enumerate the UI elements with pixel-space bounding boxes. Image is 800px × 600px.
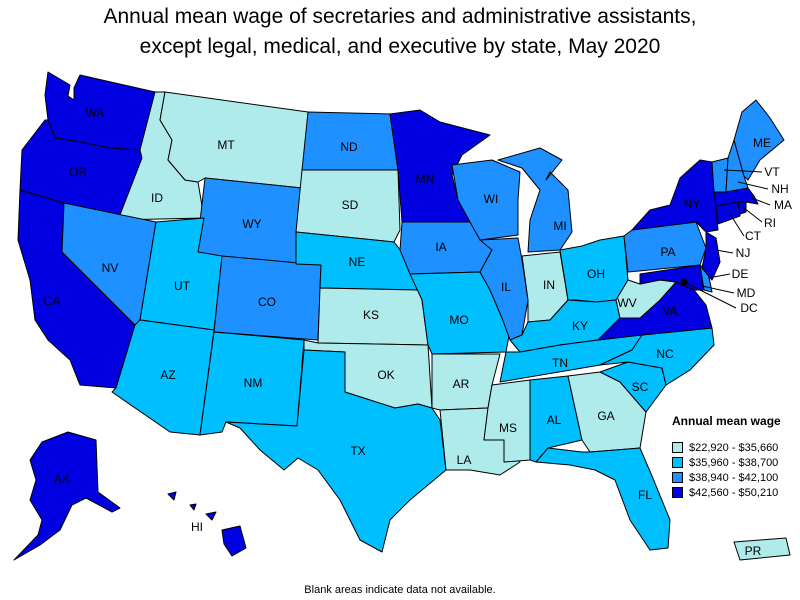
state-MI[interactable] [497,147,573,253]
label-NE: NE [349,255,366,269]
legend-item-4: $42,560 - $50,210 [672,485,781,500]
legend-swatch-3 [672,472,683,483]
state-NH[interactable] [725,139,749,193]
legend-label-4: $42,560 - $50,210 [689,486,779,499]
label-NH: NH [771,182,788,196]
territory-PR[interactable] [733,537,791,561]
label-NV: NV [102,261,119,275]
map-title: Annual mean wage of secretaries and admi… [0,2,800,62]
title-line-1: Annual mean wage of secretaries and admi… [103,5,697,28]
label-CO: CO [258,295,276,309]
legend-item-2: $35,960 - $38,700 [672,455,781,470]
label-AZ: AZ [160,368,175,382]
label-RI: RI [764,216,776,230]
state-TX[interactable] [225,349,447,553]
title-line-2: except legal, medical, and executive by … [139,35,661,58]
label-KY: KY [572,319,588,333]
label-DE: DE [732,267,749,281]
state-WI[interactable] [451,159,521,241]
label-HI: HI [191,520,203,534]
label-MS: MS [499,421,517,435]
label-WI: WI [484,192,499,206]
label-IA: IA [435,240,446,254]
label-CT: CT [745,229,762,243]
legend-label-2: $35,960 - $38,700 [689,456,779,469]
label-leader-lines [683,169,771,309]
state-HI[interactable] [167,491,247,557]
label-DC: DC [740,301,758,315]
label-WY: WY [242,217,261,231]
label-OH: OH [587,267,605,281]
label-NC: NC [656,347,674,361]
map-legend: Annual mean wage $22,920 - $35,660 $35,9… [672,414,781,500]
label-IN: IN [543,278,555,292]
legend-label-3: $38,940 - $42,100 [689,471,779,484]
label-AR: AR [453,377,470,391]
label-GA: GA [597,409,614,423]
label-AL: AL [547,413,562,427]
label-UT: UT [174,279,191,293]
state-ME[interactable] [733,99,785,181]
label-VA: VA [662,304,677,318]
label-AK: AK [54,472,70,486]
label-TX: TX [350,444,365,458]
label-MO: MO [449,313,468,327]
label-MN: MN [416,172,435,186]
label-FL: FL [638,488,652,502]
label-ND: ND [340,140,358,154]
label-NJ: NJ [736,246,751,260]
label-SC: SC [632,380,649,394]
label-MT: MT [217,138,235,152]
state-VT[interactable] [711,157,729,193]
label-ID: ID [151,191,163,205]
legend-item-1: $22,920 - $35,660 [672,440,781,455]
footnote: Blank areas indicate data not available. [304,584,496,596]
label-MD: MD [737,286,756,300]
label-WA: WA [86,106,105,120]
label-CA: CA [44,294,61,308]
label-ME: ME [753,136,771,150]
state-MN[interactable] [389,109,491,223]
label-TN: TN [552,356,568,370]
state-FL[interactable] [535,447,671,551]
label-WV: WV [617,296,636,310]
label-OK: OK [377,368,394,382]
state-SD[interactable] [295,169,401,243]
state-NY[interactable] [631,159,719,233]
label-PR: PR [745,544,762,558]
label-LA: LA [457,453,472,467]
label-OR: OR [69,165,87,179]
label-NY: NY [684,197,701,211]
label-MI: MI [553,219,566,233]
legend-swatch-1 [672,442,683,453]
label-SD: SD [342,198,359,212]
label-VT: VT [764,165,780,179]
state-NJ[interactable] [701,231,721,281]
label-MA: MA [774,198,792,212]
label-PA: PA [660,245,675,259]
legend-swatch-4 [672,487,683,498]
label-IL: IL [501,280,511,294]
legend-item-3: $38,940 - $42,100 [672,470,781,485]
state-NC[interactable] [599,327,715,386]
legend-swatch-2 [672,457,683,468]
legend-title: Annual mean wage [672,414,781,428]
state-AK[interactable] [13,431,121,561]
label-NM: NM [244,376,263,390]
label-KS: KS [363,308,379,322]
legend-label-1: $22,920 - $35,660 [689,441,779,454]
